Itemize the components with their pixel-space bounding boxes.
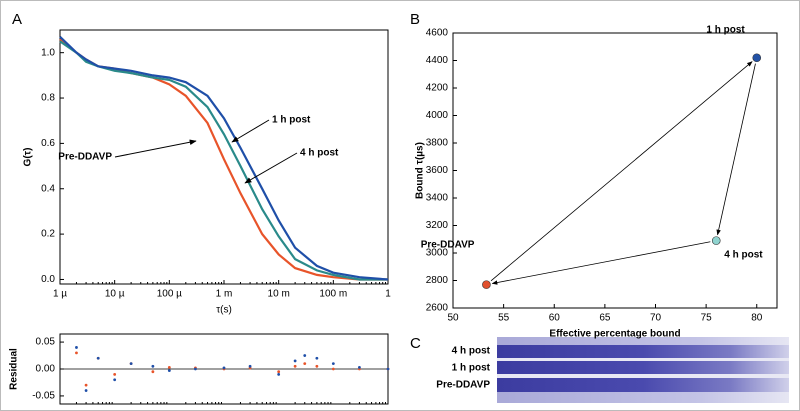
series-label: Pre-DDAVP [58, 152, 112, 163]
x-tick-label: 75 [701, 313, 713, 324]
x-axis-label: Effective percentage bound [549, 329, 680, 340]
y-tick-label: -0.05 [32, 391, 55, 402]
x-tick-label: 100 m [319, 289, 347, 300]
residual-point [315, 356, 319, 360]
y-tick-label: 0.0 [41, 274, 55, 285]
residual-point [222, 366, 226, 370]
residual-point [194, 367, 197, 371]
y-tick-label: 3200 [426, 220, 449, 231]
panel-label: A [12, 11, 22, 28]
point [482, 280, 491, 289]
x-tick-label: 60 [549, 313, 561, 324]
panel-label: B [410, 11, 420, 28]
lane-label: 1 h post [452, 363, 491, 374]
plot-frame [452, 32, 778, 309]
y-tick-label: 2600 [426, 303, 449, 314]
point [711, 236, 721, 245]
residual-point [75, 351, 78, 355]
y-axis-label: Bound τ(µs) [415, 142, 426, 199]
lane-label: 4 h post [452, 346, 491, 357]
y-tick-label: 4600 [426, 28, 449, 39]
residual-point [331, 362, 335, 366]
residual-point [303, 354, 307, 357]
residual-point [167, 369, 171, 373]
arrow [491, 241, 711, 285]
residual-point [293, 364, 297, 368]
residual-point [96, 356, 100, 360]
y-tick-label: 4000 [426, 110, 449, 121]
x-tick-label: 10 m [268, 289, 290, 300]
y-tick-label: 2800 [426, 275, 449, 286]
x-axis-label: τ(s) [216, 305, 232, 316]
arrow [490, 61, 753, 282]
residual-point [167, 365, 171, 369]
residual-point [151, 370, 155, 374]
y-tick-label: 0.05 [36, 337, 56, 348]
y-axis-label: G(τ) [23, 148, 34, 167]
y-tick-label: 4200 [426, 83, 449, 94]
y-tick-label: 1.0 [41, 47, 55, 58]
annotation-arrow [231, 119, 270, 143]
x-tick-label: 10 µ [105, 289, 125, 300]
x-tick-label: 70 [650, 313, 662, 324]
point-label: Pre-DDAVP [421, 239, 475, 250]
y-tick-label: 3000 [426, 248, 449, 259]
y-tick-label: 3800 [426, 138, 449, 149]
y-tick-label: 3400 [426, 193, 449, 204]
residual-point [315, 364, 319, 368]
series-label: 4 h post [300, 148, 339, 159]
residual-point [331, 367, 335, 371]
curve [59, 36, 389, 281]
x-tick-label: 55 [498, 313, 510, 324]
x-tick-label: 1 m [216, 289, 233, 300]
residual-point [151, 364, 155, 368]
residual-point [277, 370, 281, 374]
x-tick-label: 80 [751, 313, 763, 324]
annotation-arrow [244, 152, 298, 184]
residual-point [277, 372, 281, 376]
residual-point [84, 383, 88, 387]
residual-point [84, 389, 88, 392]
point [752, 53, 762, 63]
y-tick-label: 3600 [426, 165, 449, 176]
x-tick-label: 1 [385, 289, 391, 300]
series-label: 1 h post [272, 115, 311, 126]
point-label: 1 h post [706, 24, 745, 35]
point-label: 4 h post [724, 249, 763, 260]
residual-point [113, 372, 117, 376]
y-tick-label: 0.8 [41, 93, 55, 104]
y-axis-label: Residual [9, 348, 20, 390]
residual-point [248, 364, 252, 368]
residual-point [129, 362, 133, 366]
arrow [716, 63, 756, 236]
y-tick-label: 0.4 [41, 183, 55, 194]
residual-point [386, 367, 390, 371]
y-tick-label: 4400 [426, 55, 449, 66]
x-tick-label: 65 [599, 313, 611, 324]
x-tick-label: 1 µ [53, 289, 67, 300]
y-tick-label: 0.00 [36, 364, 56, 375]
residual-point [113, 378, 117, 382]
annotation-arrow [114, 139, 197, 158]
residual-point [75, 346, 78, 349]
lane-label: Pre-DDAVP [436, 380, 490, 391]
residual-point [358, 365, 361, 369]
gel-image [497, 337, 789, 403]
panel-label: C [410, 335, 421, 352]
y-tick-label: 0.6 [41, 138, 55, 149]
y-tick-label: 0.2 [41, 229, 55, 240]
x-tick-label: 100 µ [157, 289, 182, 300]
residual-point [293, 359, 297, 363]
residual-point [303, 362, 307, 366]
x-tick-label: 50 [447, 313, 459, 324]
